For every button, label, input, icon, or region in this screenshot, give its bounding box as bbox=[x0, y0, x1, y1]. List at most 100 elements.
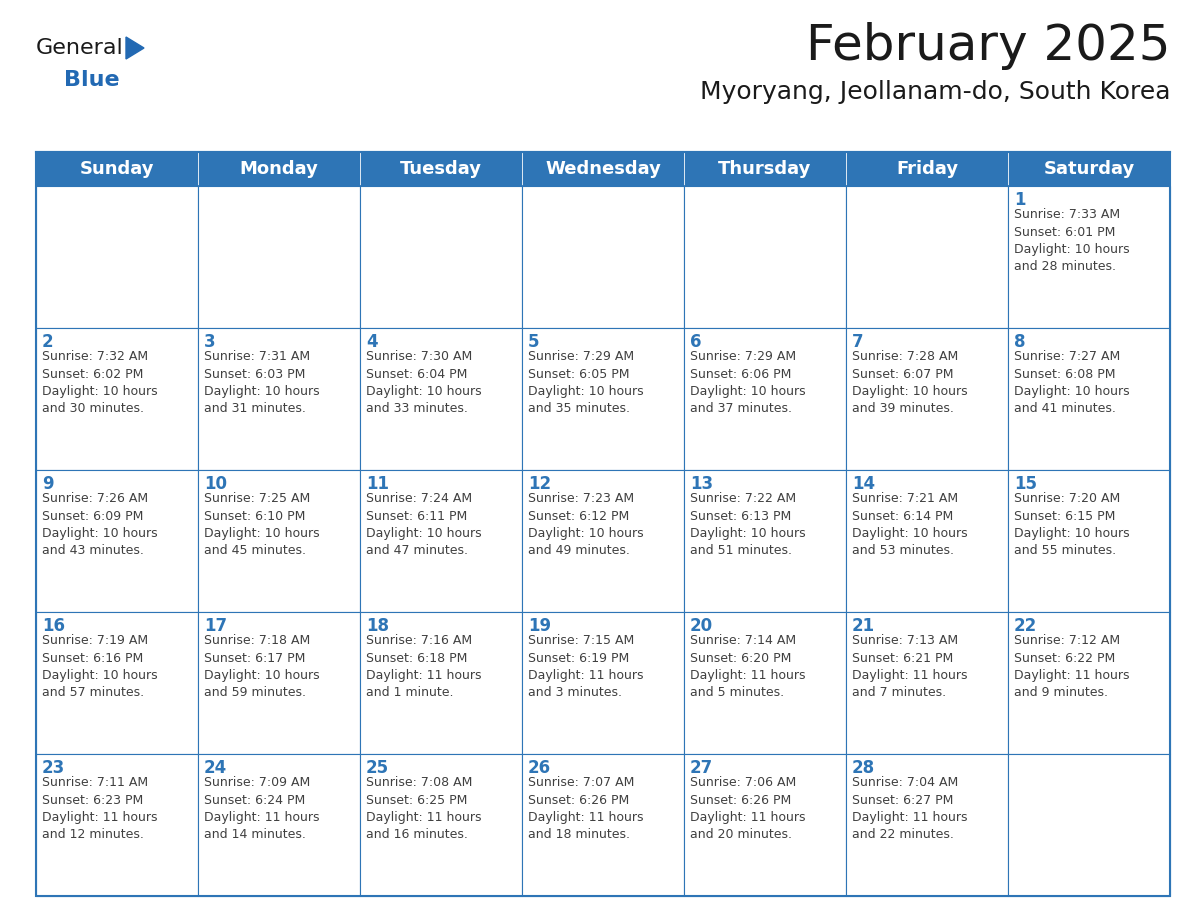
Bar bbox=[522, 328, 684, 470]
Bar bbox=[1007, 612, 1170, 754]
Text: Sunrise: 7:07 AM
Sunset: 6:26 PM
Daylight: 11 hours
and 18 minutes.: Sunrise: 7:07 AM Sunset: 6:26 PM Dayligh… bbox=[527, 776, 644, 842]
Bar bbox=[1007, 470, 1170, 612]
Text: 3: 3 bbox=[204, 333, 216, 351]
Bar bbox=[846, 470, 1007, 612]
Text: 26: 26 bbox=[527, 759, 551, 777]
Bar bbox=[360, 612, 522, 754]
Bar bbox=[198, 612, 360, 754]
Bar bbox=[36, 470, 198, 612]
Bar bbox=[360, 470, 522, 612]
Bar bbox=[36, 328, 198, 470]
Text: Sunrise: 7:24 AM
Sunset: 6:11 PM
Daylight: 10 hours
and 47 minutes.: Sunrise: 7:24 AM Sunset: 6:11 PM Dayligh… bbox=[366, 492, 481, 557]
Bar bbox=[198, 470, 360, 612]
Bar bbox=[36, 152, 1170, 896]
Text: Saturday: Saturday bbox=[1043, 160, 1135, 178]
Bar bbox=[36, 754, 198, 896]
Bar bbox=[846, 754, 1007, 896]
Text: 12: 12 bbox=[527, 475, 551, 493]
Polygon shape bbox=[126, 37, 144, 59]
Text: Sunrise: 7:08 AM
Sunset: 6:25 PM
Daylight: 11 hours
and 16 minutes.: Sunrise: 7:08 AM Sunset: 6:25 PM Dayligh… bbox=[366, 776, 481, 842]
Text: Sunrise: 7:33 AM
Sunset: 6:01 PM
Daylight: 10 hours
and 28 minutes.: Sunrise: 7:33 AM Sunset: 6:01 PM Dayligh… bbox=[1015, 208, 1130, 274]
Bar bbox=[1007, 152, 1170, 186]
Text: Sunrise: 7:18 AM
Sunset: 6:17 PM
Daylight: 10 hours
and 59 minutes.: Sunrise: 7:18 AM Sunset: 6:17 PM Dayligh… bbox=[204, 634, 320, 700]
Text: Sunrise: 7:26 AM
Sunset: 6:09 PM
Daylight: 10 hours
and 43 minutes.: Sunrise: 7:26 AM Sunset: 6:09 PM Dayligh… bbox=[42, 492, 158, 557]
Bar bbox=[1007, 186, 1170, 328]
Bar bbox=[522, 612, 684, 754]
Text: Wednesday: Wednesday bbox=[545, 160, 661, 178]
Text: Myoryang, Jeollanam-do, South Korea: Myoryang, Jeollanam-do, South Korea bbox=[700, 80, 1170, 104]
Bar bbox=[198, 328, 360, 470]
Text: Sunrise: 7:12 AM
Sunset: 6:22 PM
Daylight: 11 hours
and 9 minutes.: Sunrise: 7:12 AM Sunset: 6:22 PM Dayligh… bbox=[1015, 634, 1130, 700]
Text: Sunday: Sunday bbox=[80, 160, 154, 178]
Text: 14: 14 bbox=[852, 475, 876, 493]
Bar bbox=[360, 186, 522, 328]
Text: Sunrise: 7:20 AM
Sunset: 6:15 PM
Daylight: 10 hours
and 55 minutes.: Sunrise: 7:20 AM Sunset: 6:15 PM Dayligh… bbox=[1015, 492, 1130, 557]
Bar bbox=[846, 612, 1007, 754]
Bar bbox=[846, 186, 1007, 328]
Text: Sunrise: 7:32 AM
Sunset: 6:02 PM
Daylight: 10 hours
and 30 minutes.: Sunrise: 7:32 AM Sunset: 6:02 PM Dayligh… bbox=[42, 350, 158, 416]
Text: 22: 22 bbox=[1015, 617, 1037, 635]
Bar bbox=[684, 470, 846, 612]
Text: 5: 5 bbox=[527, 333, 539, 351]
Text: 28: 28 bbox=[852, 759, 876, 777]
Text: Sunrise: 7:16 AM
Sunset: 6:18 PM
Daylight: 11 hours
and 1 minute.: Sunrise: 7:16 AM Sunset: 6:18 PM Dayligh… bbox=[366, 634, 481, 700]
Text: 17: 17 bbox=[204, 617, 227, 635]
Bar bbox=[1007, 328, 1170, 470]
Bar bbox=[522, 470, 684, 612]
Text: 9: 9 bbox=[42, 475, 53, 493]
Text: 15: 15 bbox=[1015, 475, 1037, 493]
Text: Sunrise: 7:04 AM
Sunset: 6:27 PM
Daylight: 11 hours
and 22 minutes.: Sunrise: 7:04 AM Sunset: 6:27 PM Dayligh… bbox=[852, 776, 967, 842]
Text: Sunrise: 7:29 AM
Sunset: 6:05 PM
Daylight: 10 hours
and 35 minutes.: Sunrise: 7:29 AM Sunset: 6:05 PM Dayligh… bbox=[527, 350, 644, 416]
Text: Sunrise: 7:23 AM
Sunset: 6:12 PM
Daylight: 10 hours
and 49 minutes.: Sunrise: 7:23 AM Sunset: 6:12 PM Dayligh… bbox=[527, 492, 644, 557]
Text: February 2025: February 2025 bbox=[805, 22, 1170, 70]
Bar bbox=[198, 186, 360, 328]
Text: 7: 7 bbox=[852, 333, 864, 351]
Text: 11: 11 bbox=[366, 475, 388, 493]
Text: Sunrise: 7:28 AM
Sunset: 6:07 PM
Daylight: 10 hours
and 39 minutes.: Sunrise: 7:28 AM Sunset: 6:07 PM Dayligh… bbox=[852, 350, 967, 416]
Text: 21: 21 bbox=[852, 617, 876, 635]
Text: Tuesday: Tuesday bbox=[400, 160, 482, 178]
Text: 18: 18 bbox=[366, 617, 388, 635]
Bar bbox=[360, 152, 522, 186]
Text: Sunrise: 7:13 AM
Sunset: 6:21 PM
Daylight: 11 hours
and 7 minutes.: Sunrise: 7:13 AM Sunset: 6:21 PM Dayligh… bbox=[852, 634, 967, 700]
Bar bbox=[522, 186, 684, 328]
Bar bbox=[522, 754, 684, 896]
Text: 13: 13 bbox=[690, 475, 713, 493]
Bar bbox=[684, 186, 846, 328]
Bar bbox=[846, 328, 1007, 470]
Text: Sunrise: 7:06 AM
Sunset: 6:26 PM
Daylight: 11 hours
and 20 minutes.: Sunrise: 7:06 AM Sunset: 6:26 PM Dayligh… bbox=[690, 776, 805, 842]
Text: Sunrise: 7:30 AM
Sunset: 6:04 PM
Daylight: 10 hours
and 33 minutes.: Sunrise: 7:30 AM Sunset: 6:04 PM Dayligh… bbox=[366, 350, 481, 416]
Bar bbox=[36, 152, 1170, 186]
Text: 2: 2 bbox=[42, 333, 53, 351]
Bar bbox=[1007, 754, 1170, 896]
Text: Sunrise: 7:27 AM
Sunset: 6:08 PM
Daylight: 10 hours
and 41 minutes.: Sunrise: 7:27 AM Sunset: 6:08 PM Dayligh… bbox=[1015, 350, 1130, 416]
Text: Monday: Monday bbox=[240, 160, 318, 178]
Text: 27: 27 bbox=[690, 759, 713, 777]
Bar bbox=[36, 152, 198, 186]
Bar bbox=[684, 612, 846, 754]
Text: Sunrise: 7:31 AM
Sunset: 6:03 PM
Daylight: 10 hours
and 31 minutes.: Sunrise: 7:31 AM Sunset: 6:03 PM Dayligh… bbox=[204, 350, 320, 416]
Text: Sunrise: 7:15 AM
Sunset: 6:19 PM
Daylight: 11 hours
and 3 minutes.: Sunrise: 7:15 AM Sunset: 6:19 PM Dayligh… bbox=[527, 634, 644, 700]
Text: Blue: Blue bbox=[64, 70, 120, 90]
Bar bbox=[198, 754, 360, 896]
Text: Sunrise: 7:22 AM
Sunset: 6:13 PM
Daylight: 10 hours
and 51 minutes.: Sunrise: 7:22 AM Sunset: 6:13 PM Dayligh… bbox=[690, 492, 805, 557]
Text: 16: 16 bbox=[42, 617, 65, 635]
Text: 25: 25 bbox=[366, 759, 390, 777]
Text: Sunrise: 7:29 AM
Sunset: 6:06 PM
Daylight: 10 hours
and 37 minutes.: Sunrise: 7:29 AM Sunset: 6:06 PM Dayligh… bbox=[690, 350, 805, 416]
Text: 4: 4 bbox=[366, 333, 378, 351]
Bar bbox=[198, 152, 360, 186]
Text: Sunrise: 7:09 AM
Sunset: 6:24 PM
Daylight: 11 hours
and 14 minutes.: Sunrise: 7:09 AM Sunset: 6:24 PM Dayligh… bbox=[204, 776, 320, 842]
Bar bbox=[36, 612, 198, 754]
Bar bbox=[360, 328, 522, 470]
Text: Sunrise: 7:11 AM
Sunset: 6:23 PM
Daylight: 11 hours
and 12 minutes.: Sunrise: 7:11 AM Sunset: 6:23 PM Dayligh… bbox=[42, 776, 158, 842]
Text: 10: 10 bbox=[204, 475, 227, 493]
Text: 6: 6 bbox=[690, 333, 701, 351]
Text: Sunrise: 7:21 AM
Sunset: 6:14 PM
Daylight: 10 hours
and 53 minutes.: Sunrise: 7:21 AM Sunset: 6:14 PM Dayligh… bbox=[852, 492, 967, 557]
Text: Thursday: Thursday bbox=[719, 160, 811, 178]
Bar bbox=[846, 152, 1007, 186]
Text: 24: 24 bbox=[204, 759, 227, 777]
Text: Sunrise: 7:25 AM
Sunset: 6:10 PM
Daylight: 10 hours
and 45 minutes.: Sunrise: 7:25 AM Sunset: 6:10 PM Dayligh… bbox=[204, 492, 320, 557]
Bar bbox=[684, 754, 846, 896]
Text: 1: 1 bbox=[1015, 191, 1025, 209]
Text: Sunrise: 7:19 AM
Sunset: 6:16 PM
Daylight: 10 hours
and 57 minutes.: Sunrise: 7:19 AM Sunset: 6:16 PM Dayligh… bbox=[42, 634, 158, 700]
